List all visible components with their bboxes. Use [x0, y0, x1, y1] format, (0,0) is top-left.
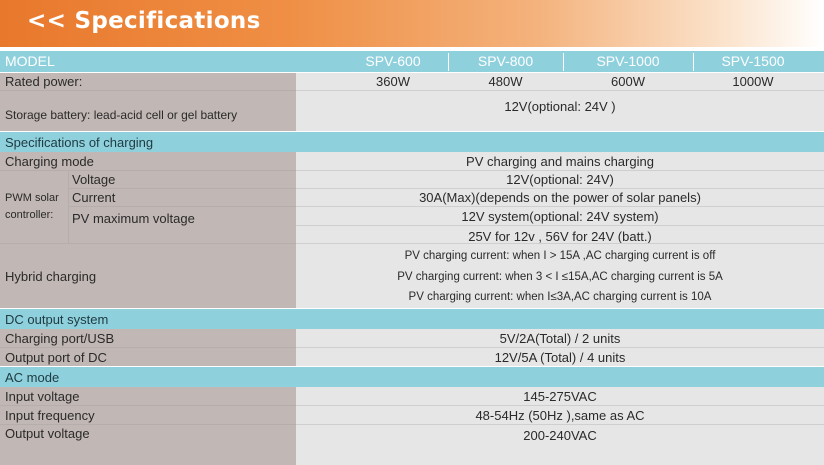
hybrid-charging-label: Hybrid charging [0, 244, 296, 308]
model-spv-1500: SPV-1500 [721, 53, 785, 69]
rated-power-spv-800: 480W [488, 74, 523, 89]
row-divider [296, 347, 824, 348]
row-divider [0, 170, 296, 171]
row-divider [0, 405, 296, 406]
header-divider [693, 53, 694, 71]
banner-title: << Specifications [27, 8, 261, 34]
model-spv-600: SPV-600 [365, 53, 421, 69]
charging-port-usb-value: 5V/2A(Total) / 2 units [296, 329, 824, 347]
pv-maximum-voltage-value-1: 12V system(optional: 24V system) [296, 207, 824, 225]
storage-battery-row: Storage battery: lead-acid cell or gel b… [0, 91, 824, 131]
row-divider [296, 90, 824, 91]
header-divider [448, 53, 449, 71]
row-divider [296, 243, 824, 244]
storage-battery-value: 12V(optional: 24V ) [296, 91, 824, 131]
rated-power-row: Rated power: 360W 480W 600W 1000W [0, 73, 824, 90]
charging-port-usb-row: Charging port/USB 5V/2A(Total) / 2 units [0, 329, 824, 347]
pwm-current-value: 30A(Max)(depends on the power of solar p… [296, 189, 824, 206]
input-frequency-row: Input frequency 48-54Hz (50Hz ),same as … [0, 406, 824, 424]
model-label: MODEL [5, 53, 55, 69]
pv-maximum-voltage-value-2: 25V for 12v , 56V for 24V (batt.) [296, 226, 824, 244]
input-voltage-row: Input voltage 145-275VAC [0, 387, 824, 405]
row-divider [296, 188, 824, 189]
row-divider [296, 206, 824, 207]
output-port-dc-row: Output port of DC 12V/5A (Total) / 4 uni… [0, 348, 824, 366]
charging-mode-label: Charging mode [0, 152, 296, 170]
row-divider [69, 188, 296, 189]
rated-power-values-cell [296, 73, 824, 90]
pwm-label-line-2: controller: [5, 209, 54, 221]
rated-power-spv-600: 360W [376, 74, 410, 89]
pv-maximum-voltage-label: PV maximum voltage [69, 207, 296, 229]
model-spv-1000: SPV-1000 [596, 53, 660, 69]
rated-power-spv-1500: 1000W [732, 74, 774, 89]
pwm-divider [68, 171, 69, 243]
row-divider [0, 347, 296, 348]
section-dc-output-system: DC output system [0, 309, 824, 329]
row-divider [296, 424, 824, 425]
pwm-voltage-label: Voltage [69, 171, 296, 188]
specifications-banner: << Specifications [0, 0, 824, 47]
section-specifications-of-charging: Specifications of charging [0, 132, 824, 152]
charging-mode-row: Charging mode PV charging and mains char… [0, 152, 824, 170]
hybrid-charging-line-1: PV charging current: when I > 15A ,AC ch… [296, 247, 824, 264]
row-divider [296, 405, 824, 406]
pwm-solar-controller-label: PWM solar controller: [0, 171, 68, 243]
pwm-solar-controller-group: PWM solar controller: Voltage 12V(option… [0, 171, 824, 244]
hybrid-charging-row: Hybrid charging PV charging current: whe… [0, 244, 824, 308]
rated-power-spv-1000: 600W [611, 74, 645, 89]
input-voltage-value: 145-275VAC [296, 387, 824, 405]
rated-power-label: Rated power: [0, 73, 296, 90]
hybrid-charging-line-3: PV charging current: when I≤3A,AC chargi… [296, 288, 824, 305]
row-divider [296, 170, 824, 171]
output-voltage-label: Output voltage [0, 425, 296, 465]
output-voltage-value: 200-240VAC [296, 425, 824, 465]
pwm-label-line-1: PWM solar [5, 192, 59, 204]
charging-port-usb-label: Charging port/USB [0, 329, 296, 347]
row-divider [69, 206, 296, 207]
output-voltage-row: Output voltage 200-240VAC [0, 425, 824, 465]
section-ac-mode: AC mode [0, 367, 824, 387]
row-divider [0, 424, 296, 425]
pwm-current-label: Current [69, 189, 296, 206]
input-frequency-value: 48-54Hz (50Hz ),same as AC [296, 406, 824, 424]
model-spv-800: SPV-800 [477, 53, 534, 69]
header-divider [563, 53, 564, 71]
pwm-filler [69, 229, 296, 243]
output-port-dc-value: 12V/5A (Total) / 4 units [296, 348, 824, 366]
hybrid-charging-line-2: PV charging current: when 3 < I ≤15A,AC … [296, 268, 824, 285]
row-divider [296, 225, 824, 226]
row-divider [0, 243, 296, 244]
input-frequency-label: Input frequency [0, 406, 296, 424]
model-header-row: MODEL SPV-600 SPV-800 SPV-1000 SPV-1500 [0, 51, 824, 72]
storage-battery-label: Storage battery: lead-acid cell or gel b… [0, 91, 296, 131]
row-divider [0, 90, 296, 91]
pwm-voltage-value: 12V(optional: 24V) [296, 171, 824, 188]
charging-mode-value: PV charging and mains charging [296, 152, 824, 170]
input-voltage-label: Input voltage [0, 387, 296, 405]
output-port-dc-label: Output port of DC [0, 348, 296, 366]
